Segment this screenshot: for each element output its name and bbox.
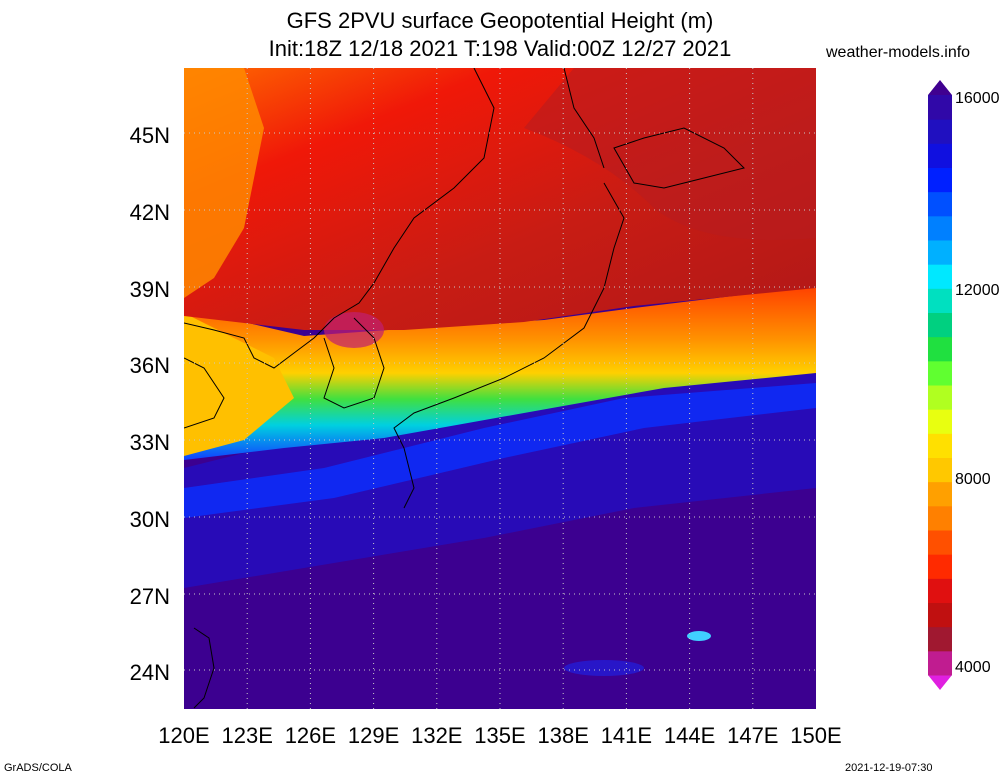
colorbar-label: 8000 [955,471,991,488]
timestamp-label: 2021-12-19-07:30 [845,762,933,774]
lat-label: 27N [129,584,170,609]
colorbar-segment [928,481,952,507]
coastlines [184,68,745,709]
lon-label: 135E [474,723,526,748]
colorbar-segment [928,95,952,120]
colorbar-segment [928,650,952,676]
colorbar-segment [928,264,952,289]
lon-label: 138E [537,723,589,748]
colorbar-label: 12000 [955,282,1000,299]
colorbar [928,80,952,690]
colorbar-segment [928,240,952,265]
colorbar-segment [928,360,952,386]
site-label: weather-models.info [826,44,971,61]
map-subtitle: Init:18Z 12/18 2021 T:198 Valid:00Z 12/2… [268,36,732,61]
lon-label: 150E [790,723,842,748]
colorbar-segment [928,409,952,434]
lon-label: 120E [158,723,210,748]
cyan-patch [687,631,711,641]
colorbar-segment [928,433,952,458]
colorbar-segment [928,602,952,628]
colorbar-segment [928,288,952,313]
colorbar-segment [928,191,952,217]
colorbar-segment [928,554,952,579]
orange-nw [184,68,264,298]
colorbar-segment [928,119,952,144]
lon-label: 144E [663,723,716,748]
colorbar-segment [928,675,952,690]
colorbar-label: 4000 [955,659,991,676]
lat-label: 24N [129,660,170,685]
blue-patch [564,660,644,676]
colorbar-segment [928,215,952,241]
colorbar-segment [928,578,952,603]
lat-label: 30N [129,507,170,532]
map-title: GFS 2PVU surface Geopotential Height (m) [286,8,714,33]
lat-label: 33N [129,430,170,455]
lat-label: 36N [129,353,170,378]
lon-label: 129E [347,723,400,748]
lon-label: 126E [284,723,337,748]
lon-label: 123E [221,723,273,748]
lat-label: 39N [129,277,170,302]
colorbar-segment [928,530,952,555]
colorbar-label: 16000 [955,90,1000,107]
lon-label: 147E [727,723,779,748]
yellow-lobe [184,313,294,456]
colorbar-segment [928,336,952,362]
colorbar-segment [928,143,952,168]
colorbar-segment [928,80,952,95]
colorbar-segment [928,312,952,338]
credit-label: GrADS/COLA [4,762,72,774]
colorbar-segment [928,457,952,483]
map-plot [184,68,816,709]
lat-label: 42N [129,200,170,225]
graticule [184,68,816,709]
colorbar-segment [928,626,952,652]
lon-label: 141E [600,723,653,748]
dark-red-ne [524,68,816,240]
lon-label: 132E [411,723,463,748]
magenta-patch [324,312,384,348]
colorbar-segment [928,385,952,410]
colorbar-segment [928,505,952,531]
colorbar-segment [928,167,952,193]
lat-label: 45N [129,123,170,148]
blue-band [184,383,816,518]
